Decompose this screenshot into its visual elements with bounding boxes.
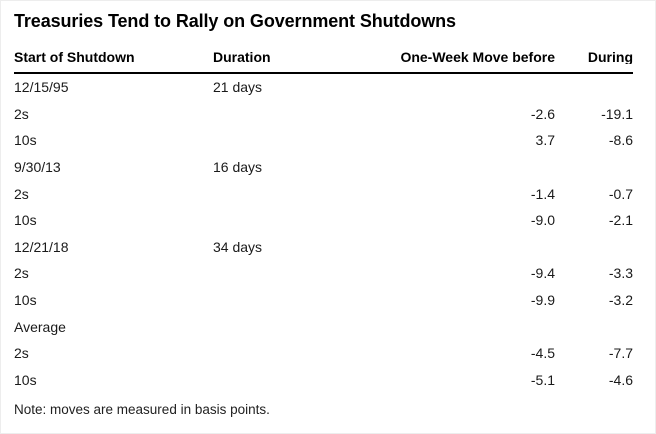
table-cell: -4.6 [608,371,633,388]
table-cell: 16 days [213,159,263,176]
table-row: 12/21/18 34 days [14,234,633,261]
table-row: 2s -9.4 -3.3 [14,260,633,287]
table-cell: 3.7 [535,132,555,149]
table-cell: 10s [14,371,37,388]
table-cell: -2.6 [530,105,555,122]
table-cell: -9.9 [530,292,555,309]
table-cell: 2s [14,345,29,362]
table-body: 12/15/95 21 days 2s -2.6 -19.1 10s 3.7 -8.6 9/30… [14,74,633,393]
table-row: 10s 3.7 -8.6 [14,127,633,154]
table-row: 10s -9.0 -2.1 [14,207,633,234]
table-row: 2s -2.6 -19.1 [14,101,633,128]
column-header-start-of-shutdown: Start of Shutdown [14,50,135,64]
table-row: 10s -5.1 -4.6 [14,367,633,394]
column-header-duration: Duration [213,50,271,64]
table-header-row: Start of Shutdown Duration One-Week Move… [14,50,633,64]
table-cell: -7.7 [608,345,633,362]
table-row: 9/30/13 16 days [14,154,633,181]
table-row: Average [14,313,633,340]
footnote: Note: moves are measured in basis points… [14,402,270,418]
table-cell: 10s [14,132,37,149]
table-cell: 9/30/13 [14,159,61,176]
table-cell: -8.6 [608,132,633,149]
table-cell: 2s [14,265,29,282]
page-title: Treasuries Tend to Rally on Government S… [14,11,456,31]
header-rule [14,72,633,74]
table-cell: -5.1 [530,371,555,388]
table-cell: Average [14,318,66,335]
column-header-during: During [587,50,633,64]
table-cell: -9.0 [530,212,555,229]
table-cell: -0.7 [608,185,633,202]
table-cell: -4.5 [530,345,555,362]
table-cell: 10s [14,212,37,229]
table-row: 2s -1.4 -0.7 [14,180,633,207]
table-row: 12/15/95 21 days [14,74,633,101]
table-cell: -2.1 [608,212,633,229]
shutdown-table: Start of Shutdown Duration One-Week Move… [14,50,633,393]
table-cell: 2s [14,105,29,122]
table-cell: -9.4 [530,265,555,282]
table-cell: 10s [14,292,37,309]
table-cell: 21 days [213,79,263,96]
table-cell: -3.3 [608,265,633,282]
table-cell: -3.2 [608,292,633,309]
table-cell: 12/21/18 [14,238,69,255]
table-cell: 2s [14,185,29,202]
column-header-one-week-move-before: One-Week Move before [400,50,555,64]
table-cell: 34 days [213,238,263,255]
table-cell: -19.1 [601,105,633,122]
table-cell: 12/15/95 [14,79,69,96]
table-row: 10s -9.9 -3.2 [14,287,633,314]
table-cell: -1.4 [530,185,555,202]
table-row: 2s -4.5 -7.7 [14,340,633,367]
